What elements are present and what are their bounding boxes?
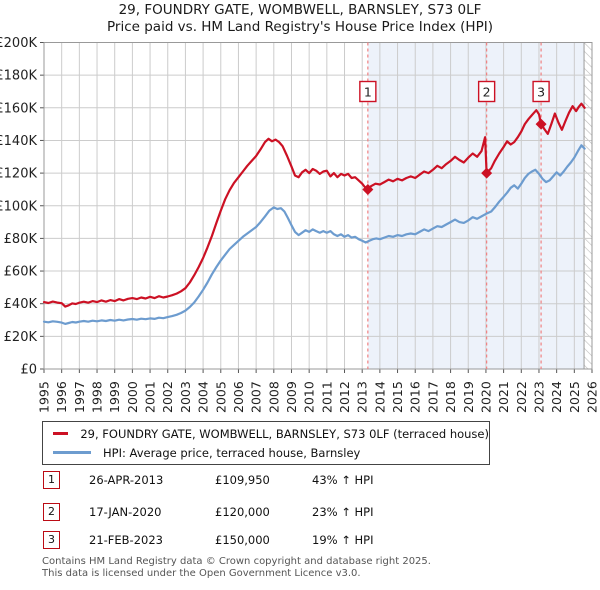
price-chart: 1995 1996 1997 1998 1999 2000 2001 2002 2003 2004…	[0, 36, 600, 413]
x-axis-year-label: 2019	[461, 381, 476, 413]
sale-number-box	[359, 80, 377, 103]
sale-row-3: 3 21-FEB-2023 £150,000 19% ↑ HPI	[0, 531, 600, 551]
sale-marker-diamond	[535, 118, 547, 130]
sale-row-1: 1 26-APR-2013 £109,950 43% ↑ HPI	[0, 471, 600, 491]
sale-2-price: £120,000	[215, 505, 270, 519]
sale-1-number-badge: 1	[43, 471, 60, 489]
y-axis-price-label: £140K	[0, 134, 37, 149]
legend-row-hpi: HPI: Average price, terraced house, Barn…	[43, 445, 489, 461]
x-axis-year-label: 2022	[514, 381, 529, 413]
sale-3-date: 21-FEB-2023	[89, 533, 163, 547]
y-axis-price-label: £40K	[4, 297, 38, 312]
sale-number-box	[532, 80, 550, 103]
x-axis-year-label: 2009	[284, 381, 299, 413]
x-axis-year-label: 2021	[496, 381, 511, 413]
y-axis-price-label: £100K	[0, 199, 37, 214]
copyright-footer: Contains HM Land Registry data © Crown c…	[42, 556, 431, 579]
chart-legend: 29, FOUNDRY GATE, WOMBWELL, BARNSLEY, S7…	[42, 421, 490, 465]
property-line-swatch	[53, 432, 69, 435]
y-axis-price-label: £60K	[4, 265, 38, 280]
x-axis-year-label: 2026	[585, 381, 600, 413]
x-axis-year-label: 1999	[107, 381, 122, 413]
x-axis-year-label: 2006	[231, 381, 246, 413]
sale-3-price: £150,000	[215, 533, 270, 547]
x-axis-year-label: 2010	[302, 381, 317, 413]
sale-number-box	[477, 80, 496, 103]
sale-3-hpi-delta: 19% ↑ HPI	[312, 533, 374, 547]
x-axis-year-label: 2011	[319, 381, 334, 413]
x-axis-year-label: 2000	[125, 381, 140, 413]
x-axis-year-label: 2018	[443, 381, 458, 413]
property-price-line	[42, 102, 586, 308]
x-axis-year-label: 2003	[178, 381, 193, 413]
x-axis-year-label: 2004	[196, 381, 211, 413]
sale-1-price: £109,950	[215, 473, 270, 487]
page-title: 29, FOUNDRY GATE, WOMBWELL, BARNSLEY, S7…	[118, 2, 482, 18]
sale-1-hpi-delta: 43% ↑ HPI	[312, 473, 374, 487]
x-axis-year-label: 1997	[72, 381, 87, 413]
sale-marker-diamond	[362, 184, 374, 196]
x-axis-year-label: 2020	[478, 381, 493, 413]
x-axis-year-label: 2023	[531, 381, 546, 413]
x-axis-year-label: 2017	[425, 381, 440, 413]
sale-number-label: 2	[483, 85, 491, 100]
footer-line-1: Contains HM Land Registry data © Crown c…	[42, 556, 431, 567]
x-axis-year-label: 1996	[54, 381, 69, 413]
hpi-line	[42, 144, 586, 325]
x-axis-year-label: 2016	[408, 381, 423, 413]
x-axis-year-label: 2014	[372, 381, 387, 413]
y-axis-price-label: £0	[20, 363, 37, 378]
sale-marker-diamond	[481, 167, 493, 179]
x-axis-year-label: 2008	[266, 381, 281, 413]
y-axis-price-label: £180K	[0, 69, 37, 84]
footer-line-2: This data is licensed under the Open Gov…	[42, 567, 361, 579]
sale-number-label: 1	[364, 85, 372, 100]
x-axis-year-label: 1998	[90, 381, 105, 413]
plot-border	[43, 42, 593, 370]
x-axis-year-label: 2024	[549, 381, 564, 413]
sale-2-date: 17-JAN-2020	[89, 505, 162, 519]
x-axis-year-label: 2002	[160, 381, 175, 413]
legend-row-property: 29, FOUNDRY GATE, WOMBWELL, BARNSLEY, S7…	[43, 426, 489, 442]
x-axis-year-label: 2025	[567, 381, 582, 413]
y-axis-price-label: £80K	[4, 232, 38, 247]
sale-number-label: 3	[537, 85, 545, 100]
sale-1-date: 26-APR-2013	[89, 473, 164, 487]
y-axis-price-label: £160K	[0, 101, 37, 116]
sale-row-2: 2 17-JAN-2020 £120,000 23% ↑ HPI	[0, 503, 600, 523]
y-axis-price-label: £120K	[0, 167, 37, 182]
sale-2-hpi-delta: 23% ↑ HPI	[312, 505, 374, 519]
y-axis-price-label: £20K	[4, 330, 38, 345]
legend-label-property: 29, FOUNDRY GATE, WOMBWELL, BARNSLEY, S7…	[80, 426, 489, 441]
x-axis-year-label: 2012	[337, 381, 352, 413]
x-axis-year-label: 2007	[249, 381, 264, 413]
y-axis-price-label: £200K	[0, 36, 37, 51]
x-axis-year-label: 2015	[390, 381, 405, 413]
x-axis-year-label: 2005	[213, 381, 228, 413]
x-axis-year-label: 2013	[355, 381, 370, 413]
sale-2-number-badge: 2	[43, 503, 60, 521]
page-subtitle: Price paid vs. HM Land Registry's House …	[107, 19, 493, 35]
sale-3-number-badge: 3	[43, 531, 60, 549]
x-axis-year-label: 1995	[37, 381, 52, 413]
x-axis-year-label: 2001	[143, 381, 158, 413]
hpi-line-swatch	[53, 451, 91, 454]
legend-label-hpi: HPI: Average price, terraced house, Barn…	[103, 445, 361, 460]
